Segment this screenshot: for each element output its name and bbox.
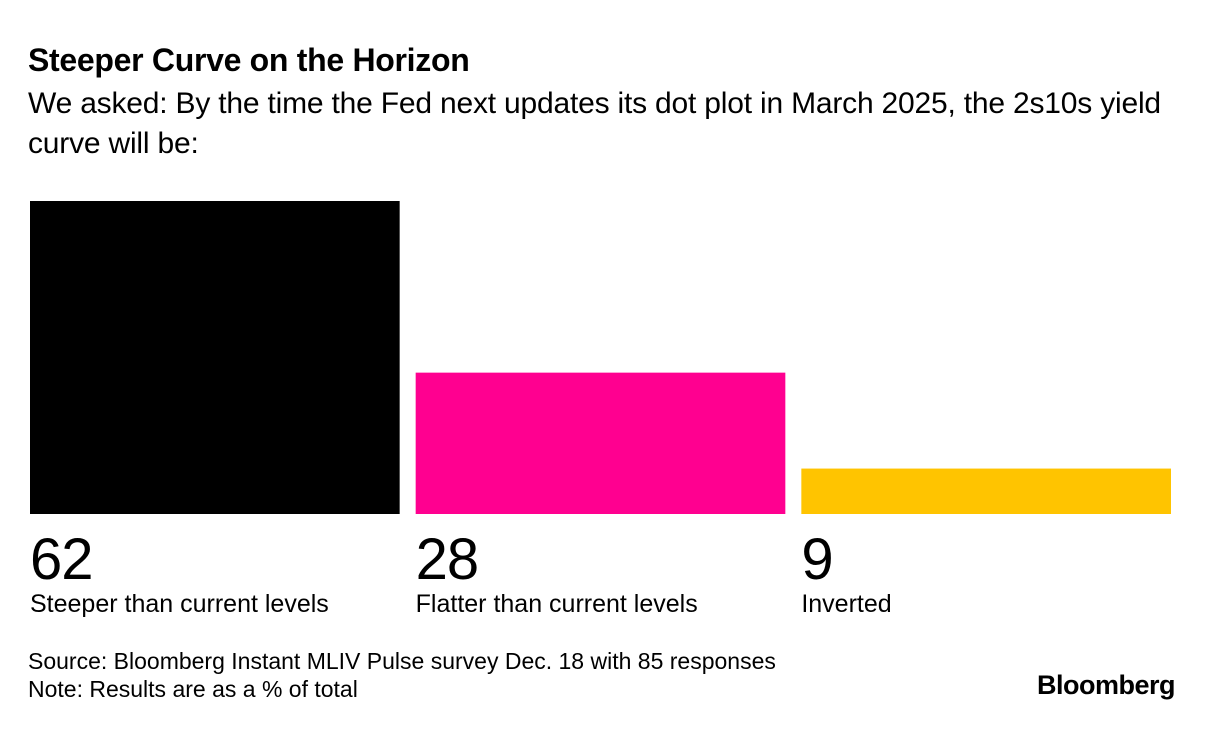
value-label-flatter-than-current-levels: 28 (416, 527, 479, 592)
category-label-inverted: Inverted (801, 590, 891, 618)
bar-steeper-than-current-levels (30, 201, 400, 514)
chart-title: Steeper Curve on the Horizon (28, 42, 470, 78)
value-label-steeper-than-current-levels: 62 (30, 527, 93, 592)
chart-subtitle: We asked: By the time the Fed next updat… (28, 87, 1161, 160)
bloomberg-logo: Bloomberg (1036, 670, 1176, 700)
bar-flatter-than-current-levels (415, 372, 786, 514)
results-note: Note: Results are as a % of total (28, 676, 358, 702)
category-label-steeper-than-current-levels: Steeper than current levels (30, 590, 329, 618)
source-note: Source: Bloomberg Instant MLIV Pulse sur… (28, 648, 776, 674)
bar-inverted (801, 468, 1171, 514)
category-label-flatter-than-current-levels: Flatter than current levels (416, 590, 698, 618)
value-label-inverted: 9 (801, 527, 832, 592)
